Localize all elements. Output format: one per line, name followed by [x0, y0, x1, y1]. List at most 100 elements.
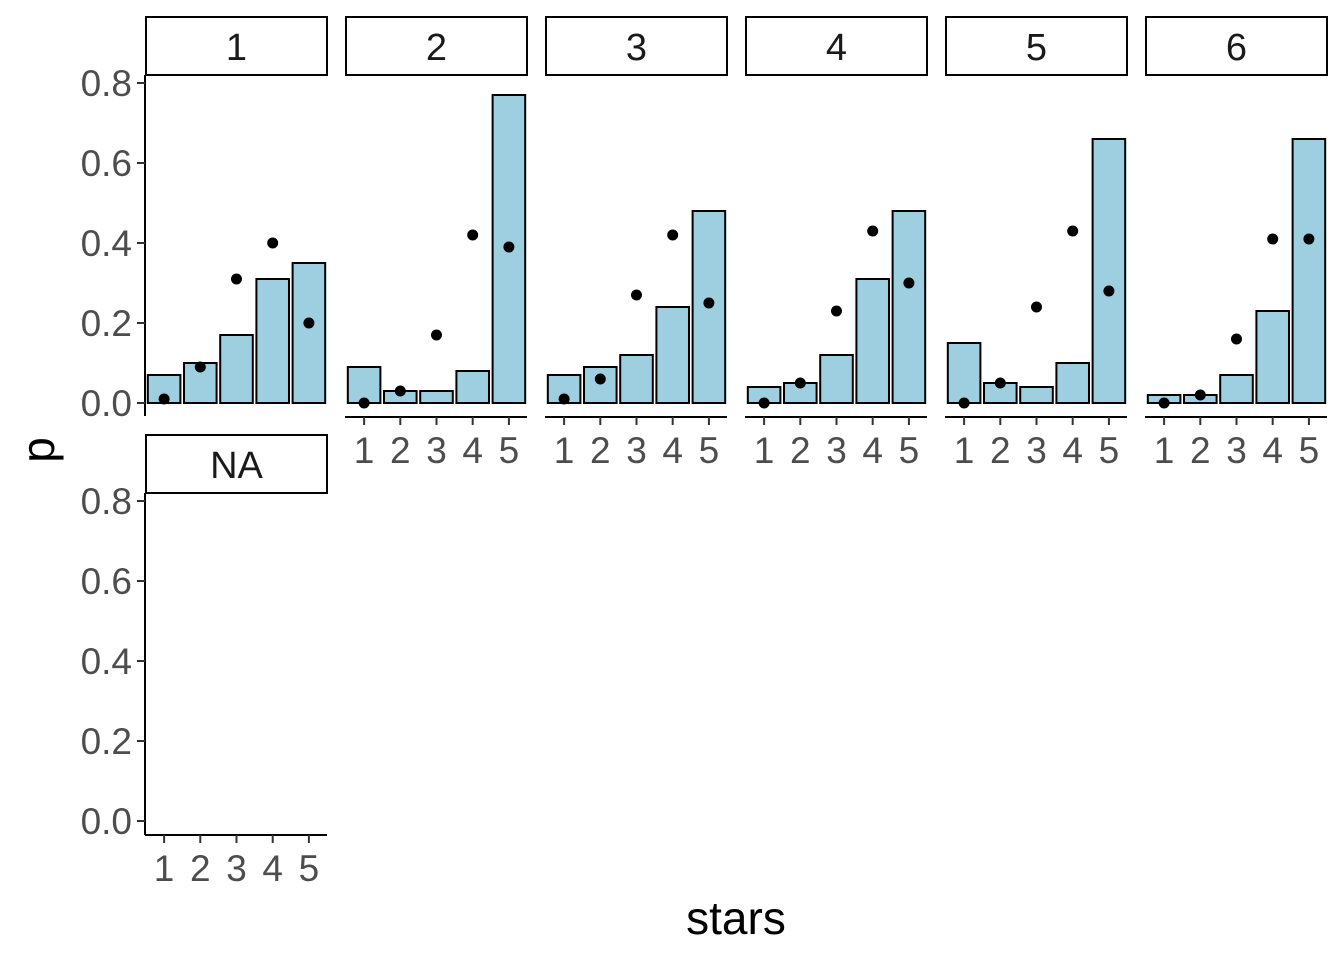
x-tick-label: 4	[662, 430, 683, 471]
bar	[1291, 138, 1327, 404]
data-point	[831, 305, 842, 317]
facet-strip	[345, 16, 528, 76]
data-point	[1067, 225, 1079, 237]
x-tick-label: 5	[1099, 430, 1120, 471]
x-tick-label: 5	[299, 848, 320, 889]
bar	[1091, 138, 1127, 404]
x-tick-label: 2	[990, 430, 1011, 471]
data-point	[303, 317, 315, 329]
data-point	[1158, 397, 1170, 409]
data-point	[1231, 333, 1242, 345]
data-point	[994, 377, 1006, 389]
x-tick-label: 4	[262, 848, 283, 889]
facet-strip	[545, 16, 728, 76]
data-point	[1267, 233, 1279, 245]
bar	[1019, 386, 1054, 404]
bar	[1219, 374, 1254, 404]
y-axis-title: p	[12, 437, 64, 463]
bar	[891, 210, 927, 404]
x-tick-label: 4	[1262, 430, 1283, 471]
bar	[619, 354, 654, 404]
y-tick-label: 0.8	[81, 63, 132, 104]
data-point	[867, 225, 879, 237]
bar	[655, 306, 690, 404]
y-tick-label: 0.2	[81, 303, 132, 344]
bar	[255, 278, 290, 404]
facet-strip	[1145, 16, 1328, 76]
bar	[819, 354, 854, 404]
data-point	[758, 397, 770, 409]
y-tick-label: 0.0	[81, 801, 132, 842]
x-tick-label: 4	[862, 430, 883, 471]
x-tick-label: 3	[226, 848, 247, 889]
x-tick-label: 2	[590, 430, 611, 471]
x-axis-title: stars	[686, 892, 786, 944]
data-point	[594, 373, 606, 385]
data-point	[703, 297, 715, 309]
facet-strip-label: 1	[226, 27, 247, 69]
data-point	[903, 277, 915, 289]
x-tick-label: 1	[1154, 430, 1175, 471]
x-tick-label: 2	[190, 848, 211, 889]
bar	[291, 262, 327, 404]
data-point	[667, 229, 679, 241]
x-tick-label: 2	[1190, 430, 1211, 471]
x-tick-label: 3	[426, 430, 447, 471]
x-tick-label: 1	[354, 430, 375, 471]
data-point	[231, 273, 242, 285]
y-tick-label: 0.0	[81, 383, 132, 424]
facet-strip	[145, 16, 328, 76]
data-point	[1303, 233, 1315, 245]
bar	[583, 366, 618, 404]
bar	[346, 366, 382, 404]
x-tick-label: 3	[826, 430, 847, 471]
data-point	[394, 385, 406, 397]
bar	[1255, 310, 1290, 404]
x-tick-label: 3	[1226, 430, 1247, 471]
x-tick-label: 1	[754, 430, 775, 471]
data-point	[631, 289, 642, 301]
x-tick-label: 1	[554, 430, 575, 471]
data-point	[958, 397, 970, 409]
x-tick-label: 5	[699, 430, 720, 471]
x-tick-label: 4	[462, 430, 483, 471]
facet-strip-label: NA	[210, 445, 263, 487]
facet-strip-label: 6	[1226, 27, 1247, 69]
data-point	[158, 393, 170, 405]
facet-strip-label: 4	[826, 27, 847, 69]
facet-strip-label: 2	[426, 27, 447, 69]
facet-strip	[145, 434, 328, 494]
y-tick-label: 0.4	[81, 223, 132, 264]
y-tick-label: 0.6	[81, 561, 132, 602]
bar	[455, 370, 490, 404]
facet-strip	[945, 16, 1128, 76]
bar	[946, 342, 982, 404]
y-tick-label: 0.2	[81, 721, 132, 762]
bar	[419, 390, 454, 404]
facet-strip	[745, 16, 928, 76]
data-point	[1194, 389, 1206, 401]
data-point	[431, 329, 442, 341]
data-point	[558, 393, 570, 405]
x-tick-label: 1	[154, 848, 175, 889]
data-point	[194, 361, 206, 373]
data-point	[503, 241, 515, 253]
bar	[1055, 362, 1090, 404]
bar	[855, 278, 890, 404]
x-tick-label: 4	[1062, 430, 1083, 471]
x-tick-label: 3	[626, 430, 647, 471]
x-tick-label: 3	[1026, 430, 1047, 471]
x-tick-label: 1	[954, 430, 975, 471]
x-tick-label: 5	[899, 430, 920, 471]
data-point	[467, 229, 479, 241]
x-tick-label: 2	[390, 430, 411, 471]
data-point	[1103, 285, 1115, 297]
data-point	[358, 397, 370, 409]
data-point	[1031, 301, 1042, 313]
x-tick-label: 5	[1299, 430, 1320, 471]
y-tick-label: 0.6	[81, 143, 132, 184]
data-point	[267, 237, 279, 249]
facet-strip-label: 5	[1026, 27, 1047, 69]
